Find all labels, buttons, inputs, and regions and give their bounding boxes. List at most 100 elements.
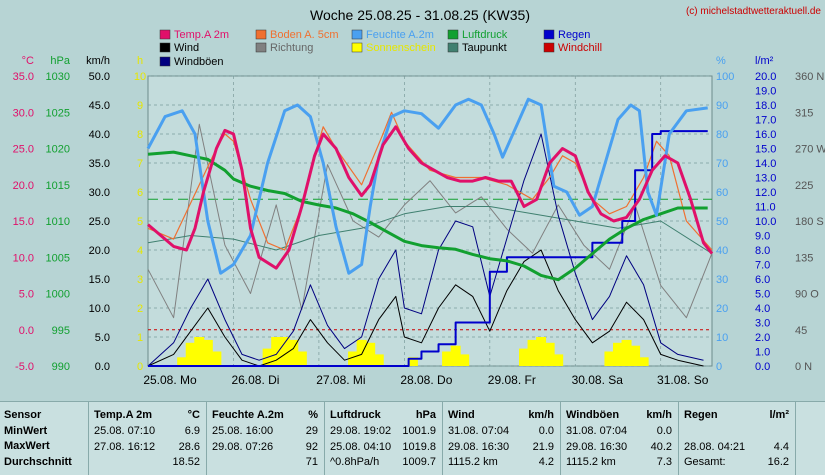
axis-label-rain_lm2: l/m² — [755, 55, 774, 67]
tick-label-rain_lm2: 8.0 — [755, 245, 770, 257]
stats-header: Luftdruck — [330, 409, 381, 421]
tick-label-rain_lm2: 5.0 — [755, 289, 770, 301]
legend-label-regen: Regen — [558, 29, 590, 41]
stats-time: 29.08. 19:02 — [330, 425, 392, 437]
legend-label-temp: Temp.A 2m — [174, 29, 229, 41]
stats-col-temp: Temp.A 2m °C 25.08. 07:10 6.9 27.08. 16:12 28… — [90, 402, 206, 475]
legend-label-boden: Boden A. 5cm — [270, 29, 339, 41]
sunshine-bar — [442, 351, 453, 366]
tick-label-sun_h: 4 — [137, 245, 143, 257]
tick-label-wind_kmh: 20.0 — [89, 245, 110, 257]
stats-value: 0.0 — [538, 425, 554, 437]
tick-label-temp_c: 15.0 — [13, 216, 34, 228]
sunshine-bar — [373, 354, 384, 366]
tick-label-direction: 315 — [795, 107, 813, 119]
tick-label-temp_c: 30.0 — [13, 107, 34, 119]
stats-label: MinWert — [4, 425, 48, 437]
sunshine-bar — [177, 357, 188, 366]
tick-label-rain_lm2: 0.0 — [755, 361, 770, 373]
stats-value: 1019.8 — [402, 440, 436, 453]
tick-label-temp_c: 10.0 — [13, 252, 34, 264]
sunshine-bar — [613, 342, 623, 366]
stats-unit: l/m² — [769, 409, 789, 421]
x-tick-label: 29.08. Fr — [488, 373, 536, 387]
sunshine-bar — [407, 357, 418, 366]
stats-value: 7.3 — [656, 456, 672, 468]
tick-label-wind_kmh: 5.0 — [95, 332, 110, 344]
tick-label-rain_lm2: 11.0 — [755, 202, 776, 214]
tick-label-wind_kmh: 45.0 — [89, 100, 110, 112]
legend-label-wind: Wind — [174, 42, 199, 54]
legend-label-feuchte: Feuchte A.2m — [366, 29, 434, 41]
legend-swatch-windchill — [543, 42, 555, 53]
tick-label-direction: 0 N — [795, 361, 812, 373]
x-tick-label: 31.08. So — [657, 373, 709, 387]
stats-value: 0.0 — [656, 425, 672, 437]
tick-label-temp_c: 20.0 — [13, 180, 34, 192]
legend-label-windchill: Windchill — [558, 42, 602, 54]
tick-label-rain_lm2: 13.0 — [755, 173, 776, 185]
x-tick-label: 25.08. Mo — [143, 373, 197, 387]
legend-label-luftdruck: Luftdruck — [462, 29, 508, 41]
tick-label-wind_kmh: 10.0 — [89, 303, 110, 315]
stats-value: 18.52 — [172, 456, 200, 468]
tick-label-sun_h: 7 — [137, 158, 143, 170]
stats-col-boeen: Windböen km/h 31.08. 07:04 0.0 29.08. 16:30 4… — [562, 402, 678, 475]
stats-value: 71 — [305, 456, 318, 468]
stats-time: 29.08. 16:30 — [448, 440, 510, 453]
sunshine-bar — [202, 339, 213, 366]
tick-label-sun_h: 8 — [137, 129, 143, 141]
sunshine-bar — [604, 351, 615, 366]
legend-label-richtung: Richtung — [270, 42, 313, 54]
stats-unit: km/h — [528, 409, 554, 421]
tick-label-rain_lm2: 6.0 — [755, 274, 770, 286]
tick-label-wind_kmh: 25.0 — [89, 216, 110, 228]
sunshine-bar — [553, 354, 564, 366]
stats-time: 1115.2 km — [566, 456, 616, 468]
stats-value: 16.2 — [767, 456, 789, 468]
stats-value: 92 — [305, 440, 318, 453]
stats-unit: km/h — [646, 409, 672, 421]
sunshine-bar — [185, 342, 196, 366]
sunshine-bar — [638, 357, 649, 366]
sunshine-bar — [527, 339, 538, 366]
tick-label-direction: 135 — [795, 252, 813, 264]
sunshine-bar — [194, 337, 205, 366]
tick-label-rain_lm2: 12.0 — [755, 187, 776, 199]
tick-label-pressure_hpa: 1025 — [46, 107, 70, 119]
series-line-feuchteam — [146, 97, 708, 275]
tick-label-rain_lm2: 19.0 — [755, 86, 776, 98]
x-tick-label: 30.08. Sa — [572, 373, 624, 387]
tick-label-pressure_hpa: 1000 — [46, 289, 70, 301]
tick-label-humidity_pct: 20 — [716, 303, 728, 315]
stats-header: Feuchte A.2m — [212, 409, 284, 421]
stats-value: 1009.7 — [402, 456, 436, 468]
sunshine-bar — [544, 342, 555, 366]
sunshine-bar — [348, 351, 359, 366]
tick-label-rain_lm2: 14.0 — [755, 158, 776, 170]
x-tick-label: 28.08. Do — [400, 373, 452, 387]
stats-value: 28.6 — [178, 440, 200, 453]
sunshine-bar — [296, 351, 307, 366]
stats-time: Gesamt: — [684, 456, 726, 468]
tick-label-sun_h: 5 — [137, 216, 143, 228]
axis-label-pressure_hpa: hPa — [50, 55, 70, 67]
tick-label-sun_h: 6 — [137, 187, 143, 199]
stats-col-druck: Luftdruck hPa 29.08. 19:02 1001.9 25.08. 04:… — [326, 402, 442, 475]
tick-label-pressure_hpa: 995 — [52, 325, 70, 337]
stats-header: Regen — [684, 409, 718, 421]
stats-time: 31.08. 07:04 — [448, 425, 510, 437]
legend-swatch-richtung — [255, 42, 267, 53]
tick-label-humidity_pct: 0 — [716, 361, 722, 373]
tick-label-pressure_hpa: 1010 — [46, 216, 70, 228]
tick-label-wind_kmh: 30.0 — [89, 187, 110, 199]
legend-swatch-taupunkt — [447, 42, 459, 53]
stats-value: 40.2 — [650, 440, 672, 453]
tick-label-rain_lm2: 18.0 — [755, 100, 776, 112]
stats-time: 29.08. 07:26 — [212, 440, 274, 453]
stats-value: 21.9 — [532, 440, 554, 453]
tick-label-rain_lm2: 9.0 — [755, 231, 770, 243]
stats-col-sensor: Sensor MinWert MaxWert Durchschnitt — [0, 402, 88, 475]
tick-label-rain_lm2: 20.0 — [755, 71, 776, 83]
stats-col-regen: Regen l/m² 28.08. 04:21 4.4 Gesamt: 16.2 — [680, 402, 795, 475]
